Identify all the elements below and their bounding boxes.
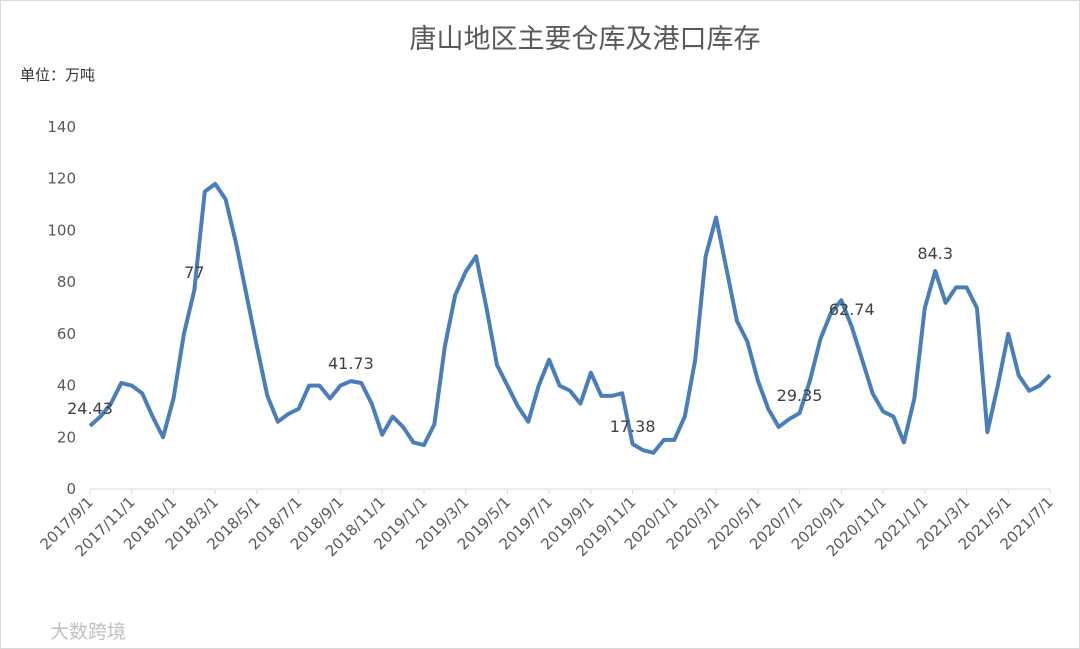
y-tick-label: 120	[47, 170, 76, 188]
data-label: 24.43	[67, 399, 113, 418]
y-tick-label: 60	[57, 325, 76, 343]
data-label: 84.3	[917, 244, 953, 263]
y-tick-label: 80	[57, 273, 76, 291]
watermark: 大数跨境	[50, 621, 126, 643]
y-axis-label: 单位：万吨	[20, 66, 95, 84]
chart-title: 唐山地区主要仓库及港口库存	[410, 24, 761, 55]
line-series	[88, 181, 1052, 455]
y-tick-label: 0	[66, 480, 76, 498]
data-label: 17.38	[610, 417, 656, 436]
y-tick-label: 40	[57, 377, 76, 395]
data-label: 77	[184, 263, 204, 282]
data-label: 29.35	[777, 386, 823, 405]
data-label: 62.74	[829, 300, 875, 319]
y-tick-label: 20	[57, 428, 76, 446]
y-tick-label: 140	[47, 118, 76, 136]
data-label: 41.73	[328, 354, 374, 373]
y-tick-label: 100	[47, 221, 76, 239]
